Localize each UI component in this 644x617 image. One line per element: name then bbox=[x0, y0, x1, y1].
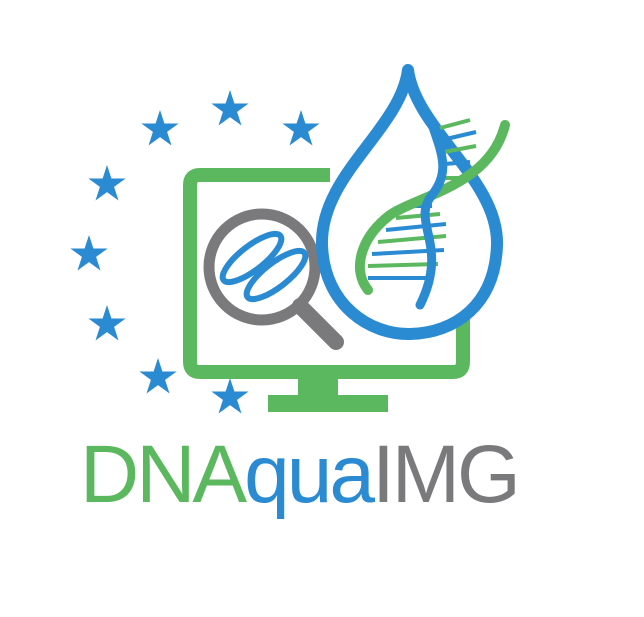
star bbox=[70, 235, 108, 271]
star bbox=[211, 378, 249, 414]
star bbox=[139, 358, 177, 394]
star bbox=[88, 305, 126, 341]
diatom-icon bbox=[219, 230, 309, 303]
dna-helix-icon bbox=[355, 113, 510, 310]
star bbox=[141, 110, 179, 146]
star bbox=[211, 90, 249, 126]
star bbox=[282, 110, 320, 146]
wordmark-img: IMG bbox=[371, 429, 521, 520]
logo-wordmark: DNA qua IMG bbox=[80, 420, 521, 530]
eu-stars-icon bbox=[70, 90, 320, 414]
wordmark-dna: DNA bbox=[80, 429, 247, 520]
star bbox=[88, 165, 126, 201]
wordmark-qua: qua bbox=[244, 429, 375, 520]
monitor-icon bbox=[183, 168, 470, 412]
